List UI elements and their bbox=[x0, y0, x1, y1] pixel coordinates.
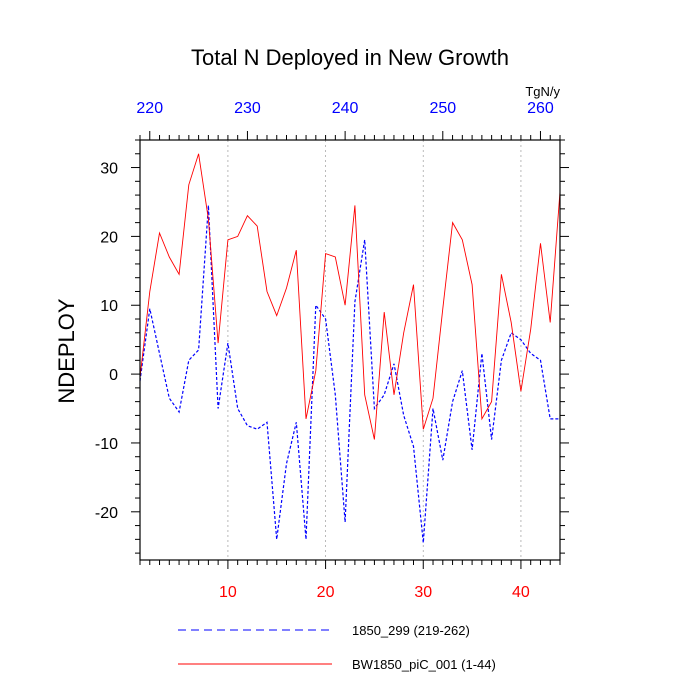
ticks-layer bbox=[131, 131, 569, 569]
top-tick-label-220: 220 bbox=[136, 100, 163, 117]
x-tick-label-40: 40 bbox=[512, 584, 530, 601]
y-tick-label--10: -10 bbox=[95, 436, 118, 453]
chart-title: Total N Deployed in New Growth bbox=[191, 45, 509, 70]
y-tick-label-20: 20 bbox=[100, 229, 118, 246]
y-tick-label-30: 30 bbox=[100, 161, 118, 178]
series-line-bw1850-pic-001 bbox=[139, 153, 561, 440]
y-tick-label--20: -20 bbox=[95, 505, 118, 522]
legend: 1850_299 (219-262) BW1850_piC_001 (1-44) bbox=[178, 623, 496, 672]
series-layer bbox=[139, 153, 561, 543]
gridlines bbox=[227, 140, 522, 560]
legend-label-bw1850-pic-001: BW1850_piC_001 (1-44) bbox=[352, 657, 496, 672]
labels-layer: 10 20 30 40 220 230 240 250 260 -20 -10 0 10 20 30 bbox=[95, 100, 554, 601]
plot-frame bbox=[139, 139, 561, 561]
y-tick-label-10: 10 bbox=[100, 298, 118, 315]
x-tick-label-30: 30 bbox=[414, 584, 432, 601]
x-tick-label-20: 20 bbox=[317, 584, 335, 601]
y-axis-label: NDEPLOY bbox=[54, 298, 79, 403]
top-tick-label-250: 250 bbox=[429, 100, 456, 117]
units-label: TgN/y bbox=[525, 84, 560, 99]
top-tick-label-260: 260 bbox=[527, 100, 554, 117]
y-tick-label-0: 0 bbox=[109, 367, 118, 384]
legend-label-1850-299: 1850_299 (219-262) bbox=[352, 623, 470, 638]
top-tick-label-240: 240 bbox=[332, 100, 359, 117]
x-tick-label-10: 10 bbox=[219, 584, 237, 601]
top-tick-label-230: 230 bbox=[234, 100, 261, 117]
